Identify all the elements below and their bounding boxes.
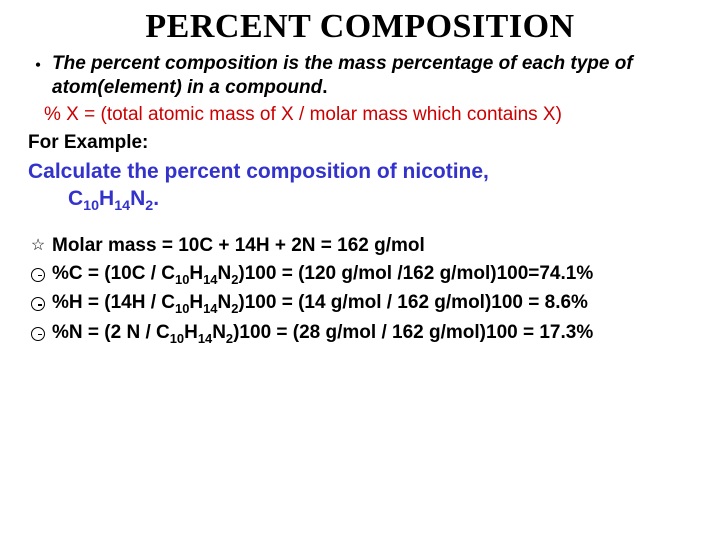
clock-icon xyxy=(24,321,52,347)
problem-line1: Calculate the percent composition of nic… xyxy=(28,160,489,183)
calc-n-pre: %N = (2 N / C xyxy=(52,322,170,343)
formula-line: % X = (total atomic mass of X / molar ma… xyxy=(24,104,696,126)
molar-mass-text: Molar mass = 10C + 14H + 2N = 162 g/mol xyxy=(52,234,696,258)
star-icon: ☆ xyxy=(24,234,52,256)
calc-h-text: %H = (14H / C10H14N2)100 = (14 g/mol / 1… xyxy=(52,291,696,315)
calc-n-post: )100 = (28 g/mol / 162 g/mol)100 = 17.3% xyxy=(233,322,593,343)
definition-row: • The percent composition is the mass pe… xyxy=(24,52,696,100)
bullet-dot-icon: • xyxy=(24,52,52,77)
problem-formula: C10H14N2. xyxy=(28,185,696,212)
clock-icon xyxy=(24,262,52,288)
calc-h-post: )100 = (14 g/mol / 162 g/mol)100 = 8.6% xyxy=(238,292,588,313)
example-problem: Calculate the percent composition of nic… xyxy=(24,158,696,213)
definition-text: The percent composition is the mass perc… xyxy=(52,52,696,100)
clock-icon xyxy=(24,291,52,317)
calc-c-text: %C = (10C / C10H14N2)100 = (120 g/mol /1… xyxy=(52,262,696,286)
calc-n-text: %N = (2 N / C10H14N2)100 = (28 g/mol / 1… xyxy=(52,321,696,345)
definition-body: The percent composition is the mass perc… xyxy=(52,53,633,98)
molar-mass-row: ☆ Molar mass = 10C + 14H + 2N = 162 g/mo… xyxy=(24,234,696,258)
calc-c-pre: %C = (10C / C xyxy=(52,263,175,284)
calc-h-row: %H = (14H / C10H14N2)100 = (14 g/mol / 1… xyxy=(24,291,696,317)
calc-n-row: %N = (2 N / C10H14N2)100 = (28 g/mol / 1… xyxy=(24,321,696,347)
calc-c-post: )100 = (120 g/mol /162 g/mol)100=74.1% xyxy=(238,263,593,284)
calc-c-row: %C = (10C / C10H14N2)100 = (120 g/mol /1… xyxy=(24,262,696,288)
definition-period: . xyxy=(322,77,327,98)
calc-h-pre: %H = (14H / C xyxy=(52,292,175,313)
slide-title: PERCENT COMPOSITION xyxy=(24,8,696,46)
example-label: For Example: xyxy=(24,132,696,154)
